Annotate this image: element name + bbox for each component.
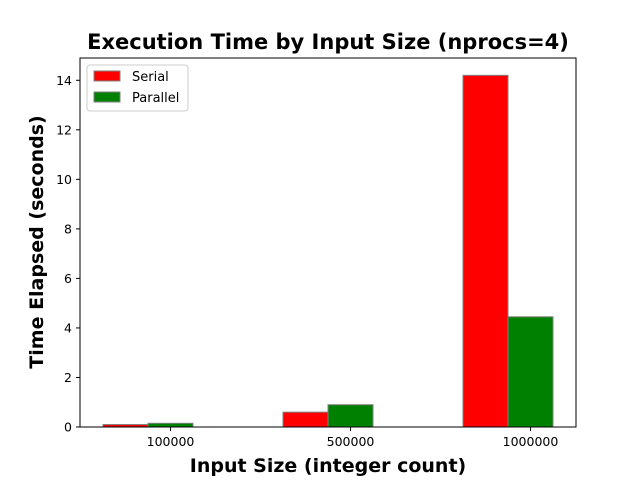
x-axis-label: Input Size (integer count) [190,455,466,477]
x-tick-label: 1000000 [503,434,559,449]
x-tick-label: 100000 [147,434,195,449]
bar-parallel-1000000 [507,316,554,428]
y-tick-label: 6 [64,271,72,286]
legend: Serial Parallel [86,64,189,112]
legend-label-parallel: Parallel [132,91,179,106]
bar-parallel-500000 [327,404,374,428]
y-tick-label: 14 [56,73,72,88]
bar-parallel-100000 [147,422,194,428]
legend-swatch-serial [93,70,121,82]
plot-frame [79,57,577,428]
bar-serial-1000000 [462,74,509,428]
legend-label-serial: Serial [132,70,169,85]
y-tick-label: 8 [64,221,72,236]
bar-serial-500000 [282,411,329,428]
legend-swatch-parallel [93,91,121,103]
y-tick-label: 12 [56,122,72,137]
x-axis-ticks: 100000 500000 1000000 [147,427,559,449]
y-axis-ticks: 0 2 4 6 8 10 12 14 [56,73,80,435]
y-tick-label: 4 [64,320,72,335]
y-tick-label: 10 [56,172,72,187]
x-tick-label: 500000 [327,434,375,449]
y-axis-label: Time Elapsed (seconds) [26,115,48,368]
y-tick-label: 0 [64,420,72,435]
y-tick-label: 2 [64,370,72,385]
chart-title: Execution Time by Input Size (nprocs=4) [87,30,569,54]
bars-group [102,74,554,428]
